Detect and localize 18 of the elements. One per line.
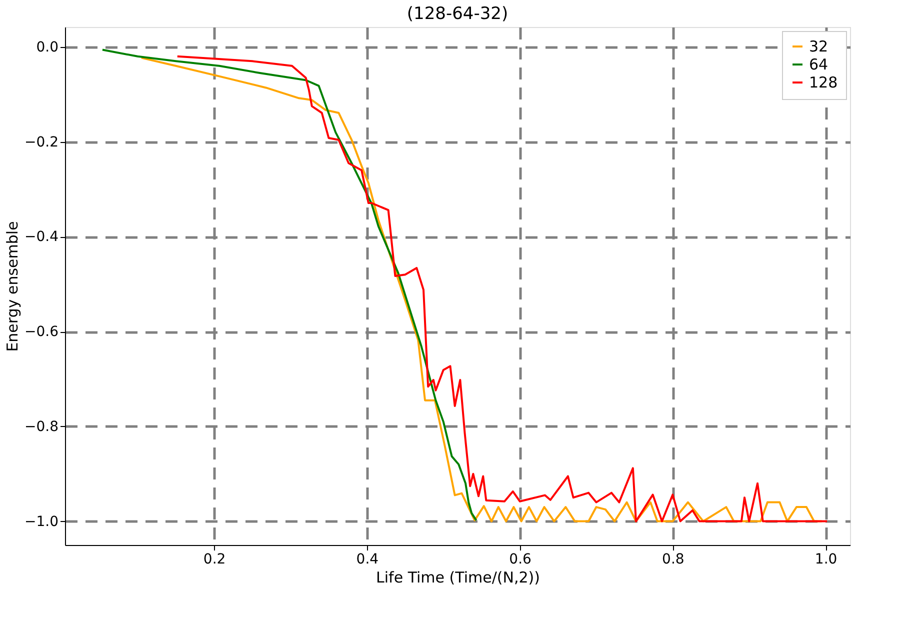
chart-title: (128-64-32)	[406, 4, 508, 24]
x-tick-label: 1.0	[814, 552, 838, 568]
line-series	[101, 48, 478, 522]
legend-label: 32	[809, 38, 828, 56]
y-tick-label: −0.8	[24, 418, 58, 435]
y-axis-title: Energy ensemble	[4, 221, 22, 352]
y-tick-label: −0.6	[24, 324, 59, 340]
legend-label: 128	[809, 74, 838, 92]
legend-label: 64	[809, 56, 828, 74]
x-axis-title: Life Time (Time/(N,2))	[376, 568, 540, 586]
x-tick-label: 0.2	[203, 552, 226, 568]
y-tick-label: −1.0	[24, 514, 58, 530]
x-tick-label: 0.4	[356, 552, 379, 568]
x-tick-label: 0.6	[509, 552, 532, 568]
x-tick-label: 0.8	[662, 552, 684, 568]
y-tick-label: −0.2	[24, 134, 58, 150]
y-tick-label: −0.4	[24, 229, 59, 246]
y-tick-label: 0.0	[36, 39, 58, 56]
